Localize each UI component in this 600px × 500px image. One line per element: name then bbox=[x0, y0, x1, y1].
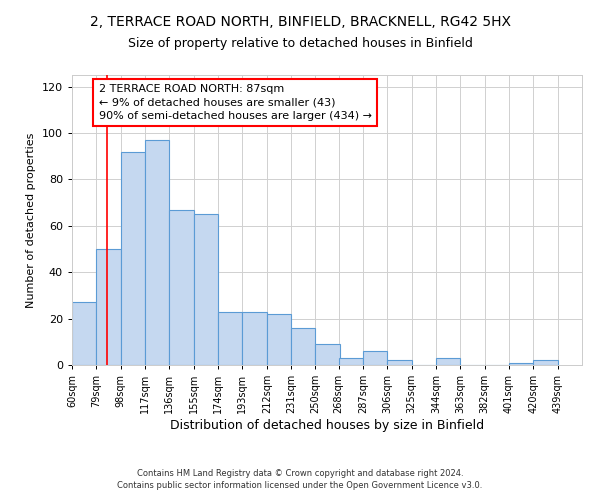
Bar bbox=[194, 214, 218, 365]
Bar bbox=[363, 351, 387, 365]
Bar bbox=[242, 312, 267, 365]
Text: Size of property relative to detached houses in Binfield: Size of property relative to detached ho… bbox=[128, 38, 472, 51]
Bar bbox=[145, 140, 169, 365]
Text: 2, TERRACE ROAD NORTH, BINFIELD, BRACKNELL, RG42 5HX: 2, TERRACE ROAD NORTH, BINFIELD, BRACKNE… bbox=[89, 15, 511, 29]
Y-axis label: Number of detached properties: Number of detached properties bbox=[26, 132, 36, 308]
Bar bbox=[338, 358, 363, 365]
Bar bbox=[218, 312, 242, 365]
Bar bbox=[316, 344, 340, 365]
Bar bbox=[97, 249, 121, 365]
Bar bbox=[436, 358, 460, 365]
Bar bbox=[291, 328, 316, 365]
X-axis label: Distribution of detached houses by size in Binfield: Distribution of detached houses by size … bbox=[170, 419, 484, 432]
Bar bbox=[169, 210, 194, 365]
Bar bbox=[509, 362, 533, 365]
Bar bbox=[72, 302, 97, 365]
Bar bbox=[387, 360, 412, 365]
Bar bbox=[267, 314, 291, 365]
Bar bbox=[533, 360, 557, 365]
Text: Contains HM Land Registry data © Crown copyright and database right 2024.
Contai: Contains HM Land Registry data © Crown c… bbox=[118, 468, 482, 490]
Bar bbox=[121, 152, 145, 365]
Text: 2 TERRACE ROAD NORTH: 87sqm
← 9% of detached houses are smaller (43)
90% of semi: 2 TERRACE ROAD NORTH: 87sqm ← 9% of deta… bbox=[99, 84, 372, 120]
